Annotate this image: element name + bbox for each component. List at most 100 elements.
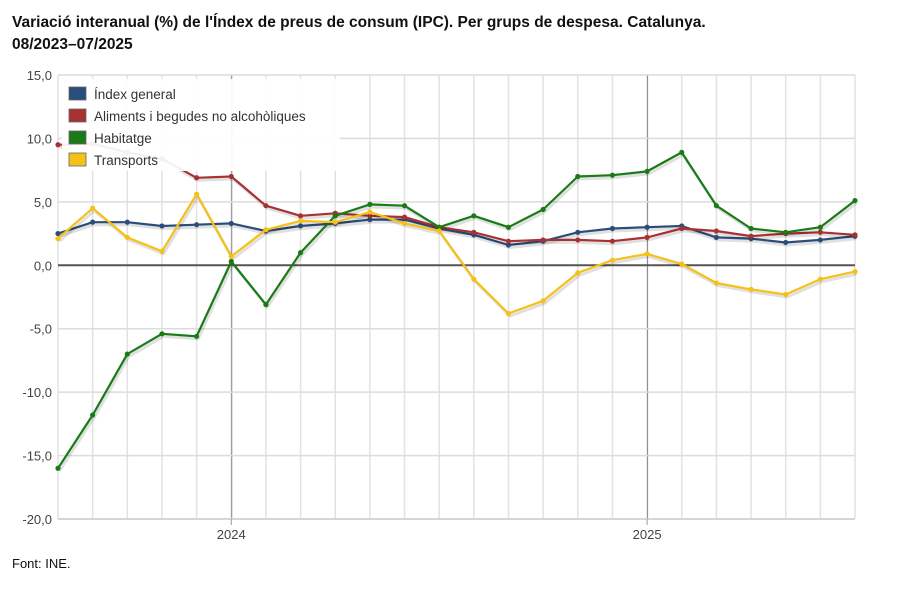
chart-title-line2: 08/2023–07/2025 bbox=[12, 36, 133, 53]
data-point[interactable] bbox=[55, 230, 61, 237]
data-point[interactable] bbox=[748, 233, 754, 239]
data-point[interactable] bbox=[367, 209, 373, 215]
data-point[interactable] bbox=[505, 224, 512, 230]
data-point[interactable] bbox=[575, 270, 581, 276]
data-point[interactable] bbox=[540, 298, 546, 304]
source-note: Font: INE. bbox=[12, 556, 71, 571]
y-tick-label: 10,0 bbox=[27, 131, 52, 146]
data-point[interactable] bbox=[263, 227, 269, 233]
data-point[interactable] bbox=[679, 261, 685, 267]
data-point[interactable] bbox=[505, 242, 512, 248]
legend-swatch bbox=[68, 108, 87, 123]
data-point[interactable] bbox=[713, 280, 719, 286]
data-point[interactable] bbox=[332, 213, 338, 219]
data-point[interactable] bbox=[90, 205, 96, 211]
data-point[interactable] bbox=[817, 229, 823, 235]
data-point[interactable] bbox=[436, 224, 442, 230]
series-shadow bbox=[58, 153, 858, 472]
data-point[interactable] bbox=[297, 250, 304, 256]
data-point[interactable] bbox=[713, 203, 719, 209]
data-point[interactable] bbox=[852, 197, 858, 204]
data-point[interactable] bbox=[90, 412, 96, 418]
data-point[interactable] bbox=[540, 206, 546, 213]
data-point[interactable] bbox=[194, 175, 200, 181]
data-point[interactable] bbox=[575, 173, 581, 180]
data-point[interactable] bbox=[783, 291, 789, 298]
data-point[interactable] bbox=[817, 276, 823, 282]
data-point[interactable] bbox=[748, 286, 754, 292]
data-point[interactable] bbox=[644, 251, 650, 257]
data-point[interactable] bbox=[817, 224, 823, 230]
data-point[interactable] bbox=[644, 224, 650, 230]
data-point[interactable] bbox=[609, 225, 616, 232]
data-point[interactable] bbox=[367, 213, 373, 219]
legend: Índex general Aliments i begudes no alcoh… bbox=[62, 79, 340, 171]
data-point[interactable] bbox=[159, 331, 165, 337]
data-point[interactable] bbox=[55, 465, 61, 471]
series-shadow bbox=[59, 144, 857, 246]
data-point[interactable] bbox=[644, 168, 650, 175]
series-lines bbox=[55, 140, 858, 472]
data-point[interactable] bbox=[471, 276, 477, 282]
data-point[interactable] bbox=[401, 203, 408, 209]
data-point[interactable] bbox=[817, 237, 823, 243]
data-point[interactable] bbox=[367, 201, 373, 207]
data-point[interactable] bbox=[194, 222, 200, 228]
data-point[interactable] bbox=[852, 269, 858, 275]
data-point[interactable] bbox=[297, 213, 304, 219]
data-point[interactable] bbox=[436, 228, 442, 234]
data-point[interactable] bbox=[505, 238, 512, 244]
chart-title: Variació interanual (%) de l'Índex de pr… bbox=[12, 12, 882, 56]
data-point[interactable] bbox=[297, 218, 304, 224]
data-point[interactable] bbox=[124, 219, 130, 225]
data-point[interactable] bbox=[609, 257, 616, 263]
data-point[interactable] bbox=[783, 239, 789, 246]
data-point[interactable] bbox=[505, 310, 512, 317]
data-point[interactable] bbox=[194, 191, 200, 197]
series-shadow bbox=[59, 220, 857, 249]
data-point[interactable] bbox=[401, 220, 408, 227]
legend-box bbox=[62, 79, 340, 171]
data-point[interactable] bbox=[401, 214, 408, 220]
series-line-3 bbox=[57, 193, 856, 315]
data-point[interactable] bbox=[228, 258, 234, 265]
data-point[interactable] bbox=[159, 223, 165, 229]
data-point[interactable] bbox=[471, 213, 477, 219]
data-point[interactable] bbox=[297, 223, 304, 229]
y-tick-label: -15,0 bbox=[22, 449, 52, 464]
data-point[interactable] bbox=[55, 236, 61, 242]
data-point[interactable] bbox=[679, 225, 685, 232]
data-point[interactable] bbox=[263, 302, 269, 308]
legend-label: Habitatge bbox=[94, 131, 152, 146]
data-point[interactable] bbox=[713, 228, 719, 234]
data-point[interactable] bbox=[55, 142, 61, 148]
data-point[interactable] bbox=[852, 232, 858, 238]
data-point[interactable] bbox=[471, 229, 477, 235]
data-point[interactable] bbox=[609, 238, 616, 244]
data-point[interactable] bbox=[575, 237, 581, 243]
data-point[interactable] bbox=[367, 217, 373, 223]
chart-title-line1: Variació interanual (%) de l'Índex de pr… bbox=[12, 14, 706, 31]
data-point[interactable] bbox=[332, 219, 338, 225]
data-point[interactable] bbox=[194, 333, 200, 339]
data-point[interactable] bbox=[90, 219, 96, 225]
data-point[interactable] bbox=[783, 229, 789, 235]
data-point[interactable] bbox=[124, 234, 130, 240]
data-point[interactable] bbox=[713, 234, 719, 240]
y-tick-label: -10,0 bbox=[22, 385, 52, 400]
data-point[interactable] bbox=[228, 173, 234, 180]
data-point[interactable] bbox=[609, 172, 616, 178]
data-point[interactable] bbox=[748, 225, 754, 232]
data-point[interactable] bbox=[228, 220, 234, 227]
data-point[interactable] bbox=[679, 149, 685, 155]
data-point[interactable] bbox=[540, 237, 546, 243]
data-point[interactable] bbox=[228, 253, 234, 260]
y-tick-label: 15,0 bbox=[27, 68, 52, 83]
data-point[interactable] bbox=[263, 203, 269, 209]
data-point[interactable] bbox=[644, 234, 650, 240]
data-point[interactable] bbox=[124, 351, 130, 357]
data-point[interactable] bbox=[575, 229, 581, 235]
y-tick-label: -5,0 bbox=[30, 322, 52, 337]
data-point[interactable] bbox=[159, 248, 165, 254]
